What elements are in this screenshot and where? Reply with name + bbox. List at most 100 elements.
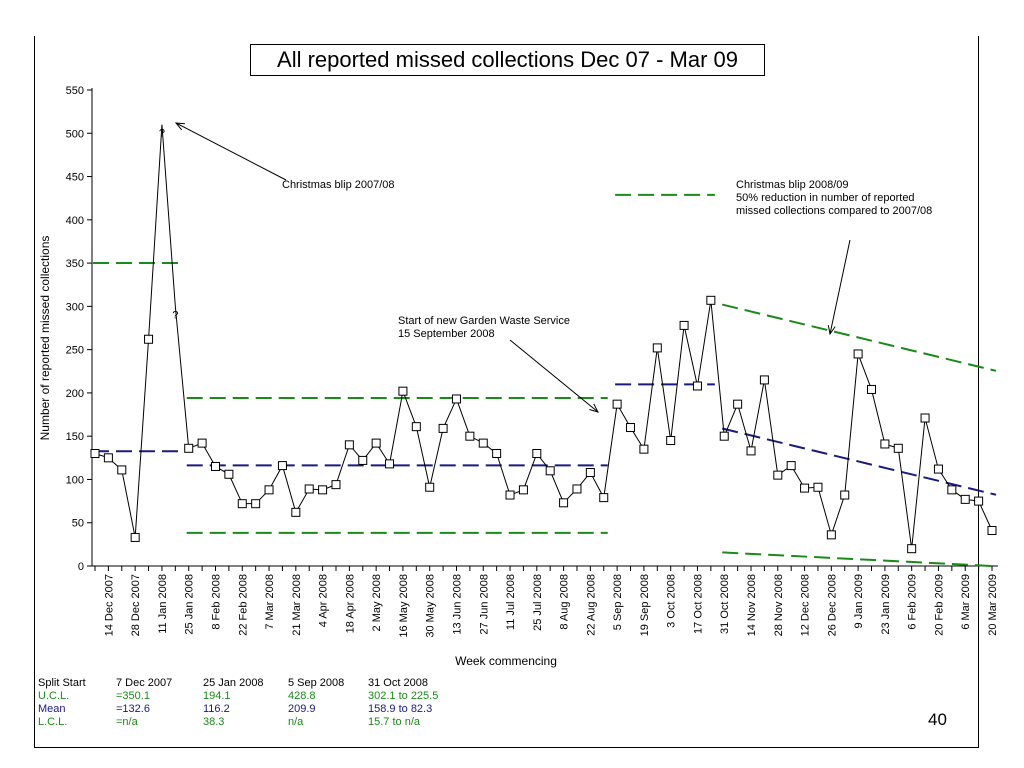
annotation-arrowhead-garden-waste [589,403,599,413]
y-tick-label: 100 [66,474,84,486]
data-point [130,532,140,542]
data-point [759,375,769,385]
data-point [840,490,850,500]
data-point [438,423,448,433]
annotation-arrowhead-christmas-0809 [827,325,836,336]
stats-cell: 428.8 [288,690,316,702]
point-label: ? [172,309,178,321]
data-point [478,438,488,448]
data-point [251,499,261,509]
stats-cell: 158.9 to 82.3 [368,703,433,715]
x-tick-label: 31 Oct 2008 [719,574,731,634]
data-point [947,485,957,495]
x-tick-label: 6 Mar 2009 [960,574,972,630]
data-point [572,484,582,494]
x-tick-label: 3 Oct 2008 [666,574,678,628]
stats-cell: 25 Jan 2008 [203,677,264,689]
data-point [518,485,528,495]
data-point [237,499,247,509]
y-tick-label: 0 [78,561,84,573]
annotation-line: Christmas blip 2008/09 [736,179,849,191]
data-point [652,343,662,353]
data-point [385,459,395,469]
data-point [692,381,702,391]
data-point [559,498,569,508]
x-tick-label: 22 Feb 2008 [237,574,249,636]
data-point [224,469,234,479]
data-point [545,466,555,476]
x-tick-label: 26 Dec 2008 [826,574,838,636]
y-tick-label: 350 [66,258,84,270]
annotation-line: missed collections compared to 2007/08 [736,205,932,217]
data-point [612,399,622,409]
stats-row-label: L.C.L. [38,716,68,728]
data-point [880,439,890,449]
data-point [117,465,127,475]
stats-row-label: U.C.L. [38,690,70,702]
x-tick-label: 11 Jul 2008 [505,574,517,630]
x-tick-label: 30 May 2008 [425,574,437,638]
data-point [746,446,756,456]
x-tick-label: 20 Mar 2009 [987,574,999,636]
annotation-christmas-0809: Christmas blip 2008/09 50% reduction in n… [736,179,932,217]
stats-cell: 15.7 to n/a [368,716,420,728]
data-point [907,544,917,554]
x-tick-label: 16 May 2008 [398,574,410,638]
data-point [144,334,154,344]
x-tick-label: 8 Aug 2008 [559,574,571,630]
annotation-line: 50% reduction in number of reported [736,192,915,204]
x-tick-label: 9 Jan 2009 [853,574,865,628]
data-point [773,470,783,480]
data-point [733,399,743,409]
x-tick-label: 25 Jul 2008 [532,574,544,631]
data-point [184,443,194,453]
data-point [291,507,301,517]
chart-title: All reported missed collections Dec 07 -… [250,44,765,76]
x-tick-label: 28 Nov 2008 [773,574,785,636]
data-point [679,320,689,330]
data-point [425,482,435,492]
data-point [90,448,100,458]
data-point [331,480,341,490]
annotation-arrow-christmas-0708 [175,122,287,181]
stats-cell: 38.3 [203,716,225,728]
x-tick-label: 14 Dec 2007 [103,574,115,636]
x-tick-label: 25 Jan 2008 [184,574,196,635]
data-point [398,386,408,396]
annotation-christmas-0708: Christmas blip 2007/08 [282,179,395,191]
data-point [867,384,877,394]
data-point [786,461,796,471]
x-tick-label: 21 Mar 2008 [291,574,303,636]
data-point [451,394,461,404]
y-tick-label: 250 [66,345,84,357]
ucl-line-31-oct-2008 [722,303,997,372]
annotation-arrow-garden-waste [509,339,599,413]
x-tick-label: 5 Sep 2008 [612,574,624,630]
y-tick-label: 550 [66,85,84,97]
x-axis-title: Week commencing [455,654,557,668]
data-point [210,461,220,471]
data-point [197,438,207,448]
data-point [987,526,997,536]
annotation-line: 15 September 2008 [398,328,495,340]
stats-cell: n/a [288,716,304,728]
frame-left-border [34,36,35,748]
data-point [626,423,636,433]
y-tick-label: 50 [72,518,84,530]
point-label: ? [159,128,165,140]
frame-bottom-border [34,747,979,748]
annotation-line: Christmas blip 2007/08 [282,179,395,191]
x-tick-label: 13 Jun 2008 [451,574,463,635]
data-point [813,482,823,492]
data-point [465,431,475,441]
data-point [371,438,381,448]
x-tick-label: 23 Jan 2009 [880,574,892,635]
data-point [318,485,328,495]
x-tick-label: 12 Dec 2008 [800,574,812,636]
page-number: 40 [928,710,947,729]
stats-cell: 194.1 [203,690,231,702]
mean-line-31-oct-2008 [722,427,997,496]
data-point [599,493,609,503]
data-point [706,295,716,305]
